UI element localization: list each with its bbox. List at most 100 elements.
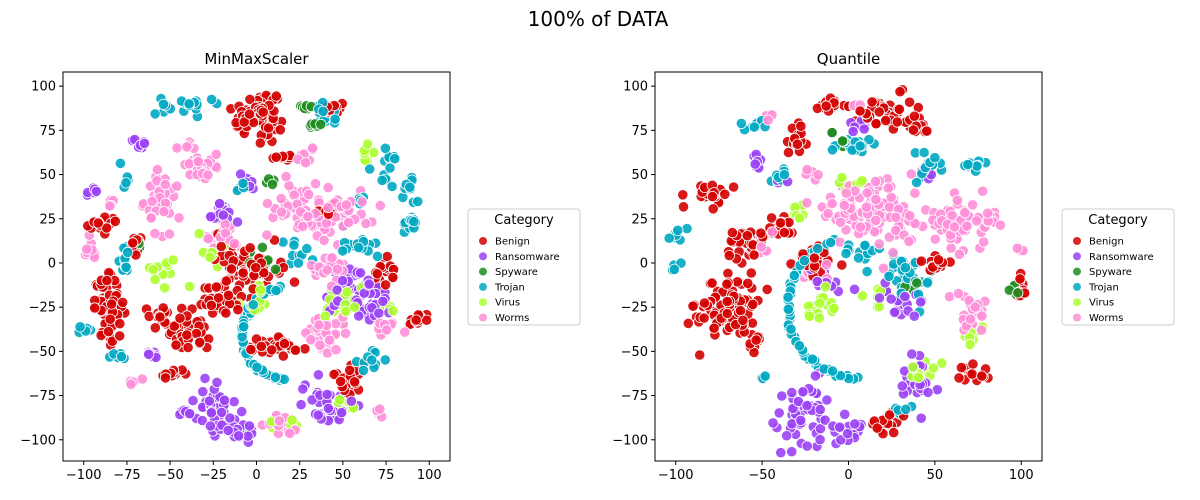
point-worms [860, 201, 873, 213]
x-tick-label: −50 [748, 468, 775, 483]
point-spyware [1012, 287, 1024, 299]
point-ransomware [222, 424, 234, 436]
point-benign [410, 314, 422, 326]
point-trojan [852, 252, 865, 264]
point-spyware [269, 263, 282, 275]
point-ransomware [377, 295, 389, 307]
point-benign [734, 305, 747, 317]
point-ransomware [312, 369, 324, 381]
point-benign [381, 250, 393, 263]
point-benign [741, 230, 754, 242]
x-tick-label: 50 [335, 468, 352, 483]
legend-marker-trojan [1073, 282, 1081, 291]
panel-quantile: −100 −50 0 50 100 −100 −75 −50 −25 0 25 50 75 100 Quan… [612, 50, 1043, 483]
point-worms [826, 197, 838, 210]
point-benign [677, 189, 689, 201]
point-benign [159, 372, 172, 384]
point-trojan [149, 108, 161, 120]
legend-frame [467, 208, 581, 326]
point-benign [117, 296, 129, 308]
y-tick-label: −100 [612, 433, 648, 448]
point-ransomware [205, 211, 217, 223]
point-spyware [315, 118, 327, 131]
point-trojan [371, 250, 384, 262]
point-worms [322, 201, 334, 214]
y-tick-label: 25 [39, 212, 56, 227]
legend-label-worms: Worms [1089, 313, 1123, 324]
point-trojan [793, 340, 806, 352]
legend-marker-virus [1073, 298, 1081, 307]
point-worms [302, 210, 314, 223]
point-benign [932, 254, 945, 266]
point-worms [305, 334, 317, 346]
point-trojan [247, 299, 259, 311]
point-virus [193, 228, 205, 240]
point-virus [334, 394, 346, 406]
point-trojan [785, 323, 797, 335]
point-worms [929, 233, 941, 245]
point-benign [893, 103, 906, 115]
point-worms [766, 226, 778, 238]
x-tick-label: −100 [66, 468, 102, 483]
point-ransomware [773, 407, 785, 419]
point-ransomware [896, 380, 908, 392]
point-worms [299, 157, 312, 169]
point-ransomware [235, 168, 247, 180]
point-worms [966, 199, 979, 211]
point-benign [149, 322, 161, 334]
point-worms [331, 263, 343, 275]
point-worms [261, 229, 273, 241]
point-worms [952, 287, 965, 300]
point-ransomware [776, 390, 788, 402]
x-tick-label: −75 [113, 468, 140, 483]
point-worms [202, 169, 214, 181]
point-worms [163, 228, 176, 240]
point-virus [803, 310, 816, 322]
legend-marker-virus [479, 298, 487, 307]
point-worms [755, 241, 768, 253]
point-ransomware [187, 394, 199, 407]
point-worms [870, 194, 882, 206]
point-trojan [379, 354, 391, 366]
point-benign [795, 120, 807, 132]
point-benign [820, 100, 832, 112]
point-worms [81, 243, 93, 255]
point-worms [801, 197, 813, 209]
point-virus [167, 254, 179, 266]
point-trojan [788, 269, 800, 282]
legend-title: Category [494, 213, 554, 228]
legend-title: Category [1088, 213, 1148, 228]
point-worms [330, 344, 342, 356]
point-benign [765, 212, 778, 224]
point-ransomware [363, 278, 375, 290]
point-virus [184, 280, 196, 293]
point-ransomware [841, 428, 854, 440]
point-worms [854, 221, 867, 233]
point-benign [778, 227, 791, 239]
point-benign [836, 259, 848, 271]
point-worms [951, 194, 964, 206]
legend-marker-benign [1073, 237, 1081, 245]
point-worms [381, 324, 393, 336]
point-virus [927, 362, 940, 374]
x-tick-label: 75 [378, 468, 395, 483]
point-trojan [376, 174, 388, 186]
legend-label-spyware: Spyware [495, 267, 538, 278]
point-benign [677, 201, 690, 213]
point-ransomware [767, 417, 779, 429]
point-benign [894, 86, 906, 98]
point-virus [819, 281, 832, 293]
point-worms [145, 212, 157, 224]
point-benign [774, 217, 787, 229]
point-benign [266, 344, 278, 356]
x-tick-label: 100 [417, 468, 442, 483]
point-trojan [74, 321, 86, 333]
point-worms [339, 327, 352, 339]
point-trojan [288, 239, 300, 251]
point-trojan [404, 181, 416, 193]
point-ransomware [217, 209, 229, 221]
point-ransomware [322, 402, 334, 414]
point-trojan [364, 163, 376, 175]
point-benign [344, 364, 356, 376]
legend-marker-worms [1073, 313, 1081, 322]
